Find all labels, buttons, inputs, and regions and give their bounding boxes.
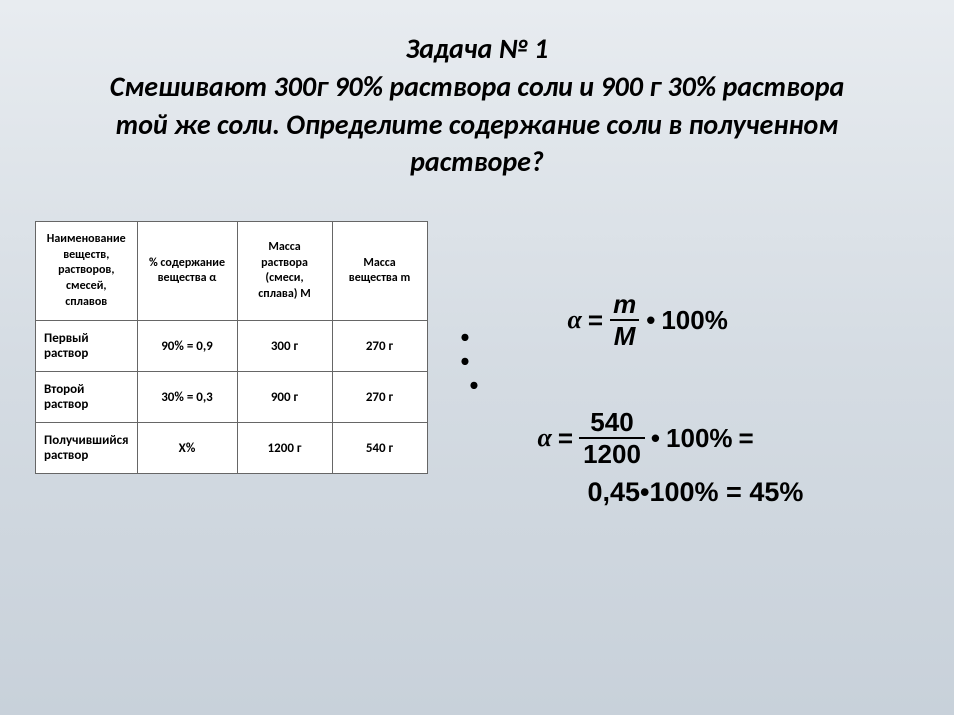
cell-mass-solution: 300 г bbox=[237, 321, 332, 372]
row-label: Второй раствор bbox=[36, 372, 138, 423]
content-area: Наименование веществ, растворов, смесей,… bbox=[35, 221, 919, 508]
header-col2: % содержание вещества α bbox=[137, 222, 237, 321]
title-line-1: Задача № 1 bbox=[35, 30, 919, 68]
bullet-dot: • bbox=[460, 373, 479, 397]
title-line-2: Смешивают 300г 90% раствора соли и 900 г… bbox=[35, 68, 919, 106]
cell-percent: Х% bbox=[137, 423, 237, 474]
equals-sign: = bbox=[588, 305, 603, 336]
fraction-numeric: 540 1200 bbox=[579, 409, 645, 467]
table-header-row: Наименование веществ, растворов, смесей,… bbox=[36, 222, 428, 321]
formula-general: α = m M • 100% bbox=[568, 291, 920, 349]
cell-mass-solution: 900 г bbox=[237, 372, 332, 423]
bullet-dot: • bbox=[460, 325, 479, 349]
row-label: Получившийся раствор bbox=[36, 423, 138, 474]
bullet-symbol: • bbox=[651, 423, 660, 454]
header-col3: Масса раствора (смеси, сплава) М bbox=[237, 222, 332, 321]
table-wrapper: Наименование веществ, растворов, смесей,… bbox=[35, 221, 428, 474]
table-row: Первый раствор 90% = 0,9 300 г 270 г bbox=[36, 321, 428, 372]
cell-mass-substance: 270 г bbox=[332, 321, 427, 372]
cell-mass-substance: 270 г bbox=[332, 372, 427, 423]
fraction-general: m M bbox=[609, 291, 640, 349]
fraction-denominator: M bbox=[610, 319, 640, 349]
row-label: Первый раствор bbox=[36, 321, 138, 372]
formulas-block: α = m M • 100% α = 540 1200 • 100% = 0,4… bbox=[448, 221, 920, 508]
cell-percent: 30% = 0,3 bbox=[137, 372, 237, 423]
header-col4: Масса вещества m bbox=[332, 222, 427, 321]
cell-mass-solution: 1200 г bbox=[237, 423, 332, 474]
bullet-list: • • • bbox=[460, 325, 479, 397]
data-table: Наименование веществ, растворов, смесей,… bbox=[35, 221, 428, 474]
hundred-percent: 100% bbox=[666, 423, 733, 454]
hundred-percent: 100% bbox=[661, 305, 728, 336]
fraction-denominator: 1200 bbox=[579, 437, 645, 467]
alpha-symbol: α bbox=[538, 423, 552, 453]
equals-sign: = bbox=[739, 423, 754, 454]
fraction-numerator: 540 bbox=[586, 409, 637, 437]
equals-sign: = bbox=[558, 423, 573, 454]
bullet-dot: • bbox=[460, 349, 479, 373]
title-block: Задача № 1 Смешивают 300г 90% раствора с… bbox=[35, 30, 919, 181]
formula-result: 0,45•100% = 45% bbox=[588, 477, 920, 508]
header-col1: Наименование веществ, растворов, смесей,… bbox=[36, 222, 138, 321]
title-line-4: растворе? bbox=[35, 143, 919, 181]
alpha-symbol: α bbox=[568, 305, 582, 335]
cell-mass-substance: 540 г bbox=[332, 423, 427, 474]
table-row: Второй раствор 30% = 0,3 900 г 270 г bbox=[36, 372, 428, 423]
cell-percent: 90% = 0,9 bbox=[137, 321, 237, 372]
fraction-numerator: m bbox=[609, 291, 640, 319]
bullet-symbol: • bbox=[646, 305, 655, 336]
table-row: Получившийся раствор Х% 1200 г 540 г bbox=[36, 423, 428, 474]
title-line-3: той же соли. Определите содержание соли … bbox=[35, 106, 919, 144]
formula-calculation: α = 540 1200 • 100% = bbox=[538, 409, 920, 467]
